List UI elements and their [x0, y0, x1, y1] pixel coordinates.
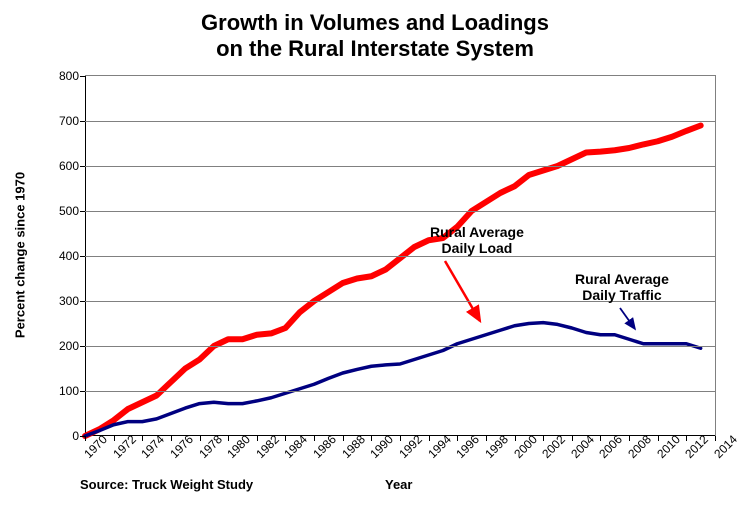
annotation-line2: Daily Load	[442, 240, 513, 256]
annotation-load_label: Rural AverageDaily Load	[430, 224, 524, 256]
y-tick-label: 800	[59, 69, 85, 83]
title-line2: on the Rural Interstate System	[216, 36, 534, 61]
y-tick-label: 500	[59, 204, 85, 218]
y-gridline	[85, 211, 715, 212]
annotation-line2: Daily Traffic	[582, 287, 661, 303]
y-tick-label: 400	[59, 249, 85, 263]
annotation-arrow-load_label	[445, 261, 480, 321]
y-axis-title: Percent change since 1970	[13, 172, 28, 338]
y-tick-label: 100	[59, 384, 85, 398]
title-line1: Growth in Volumes and Loadings	[201, 10, 549, 35]
y-tick-label: 700	[59, 114, 85, 128]
plot-area: 0100200300400500600700800197019721974197…	[85, 75, 716, 436]
y-tick-label: 300	[59, 294, 85, 308]
annotation-traffic_label: Rural AverageDaily Traffic	[575, 271, 669, 303]
y-gridline	[85, 346, 715, 347]
annotation-line1: Rural Average	[575, 271, 669, 287]
annotation-line1: Rural Average	[430, 224, 524, 240]
y-gridline	[85, 166, 715, 167]
y-tick-label: 600	[59, 159, 85, 173]
y-tick-label: 200	[59, 339, 85, 353]
y-gridline	[85, 391, 715, 392]
chart-title: Growth in Volumes and Loadings on the Ru…	[0, 10, 750, 63]
x-axis-title: Year	[385, 477, 412, 492]
y-gridline	[85, 256, 715, 257]
y-gridline	[85, 121, 715, 122]
chart-container: Growth in Volumes and Loadings on the Ru…	[0, 0, 750, 511]
source-label: Source: Truck Weight Study	[80, 477, 253, 492]
annotation-arrow-traffic_label	[620, 308, 635, 329]
